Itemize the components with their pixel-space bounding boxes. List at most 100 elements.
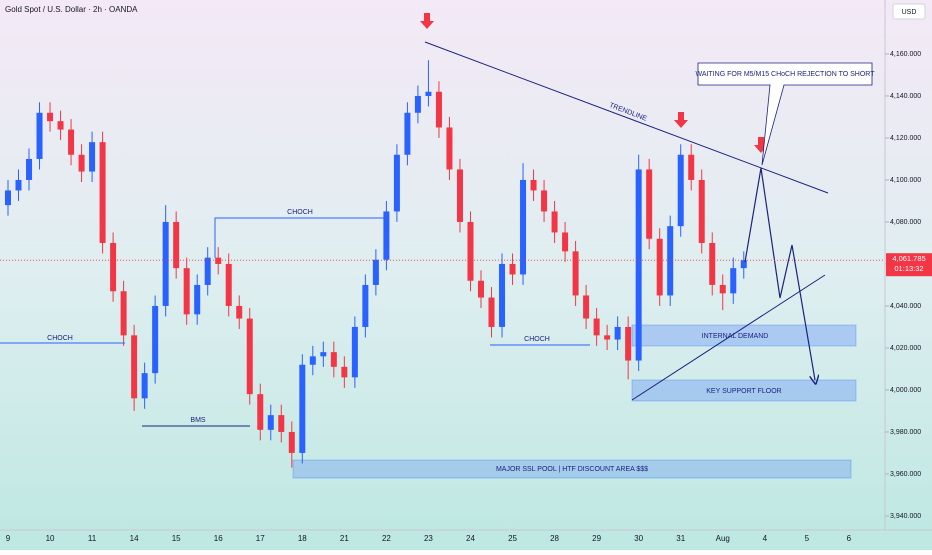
candle-body bbox=[404, 112, 411, 155]
x-tick-label: 30 bbox=[634, 534, 643, 543]
candle-body bbox=[26, 158, 33, 180]
candle-body bbox=[47, 112, 54, 122]
candle-body bbox=[435, 91, 442, 128]
candle-body bbox=[362, 284, 369, 327]
candle-body bbox=[425, 91, 432, 96]
zone-label: INTERNAL DEMAND bbox=[702, 333, 769, 340]
x-tick-label: 17 bbox=[256, 534, 265, 543]
candle-body bbox=[372, 259, 379, 285]
candle-body bbox=[730, 268, 737, 294]
candle-body bbox=[288, 431, 295, 453]
candle-body bbox=[477, 280, 484, 298]
y-tick-label: 4,160.000 bbox=[890, 51, 921, 58]
candle-body bbox=[236, 305, 243, 319]
y-tick-label: 4,120.000 bbox=[890, 135, 921, 142]
x-tick-label: 28 bbox=[550, 534, 559, 543]
zone-label: MAJOR SSL POOL | HTF DISCOUNT AREA $$$ bbox=[496, 466, 648, 473]
candle-body bbox=[15, 179, 22, 191]
candle-body bbox=[89, 142, 96, 172]
x-tick-label: 21 bbox=[340, 534, 349, 543]
support-zone bbox=[631, 379, 857, 402]
candle-body bbox=[509, 263, 516, 275]
candle-body bbox=[698, 179, 705, 243]
x-tick-label: 24 bbox=[466, 534, 475, 543]
candle-body bbox=[414, 95, 421, 113]
demand-zone bbox=[631, 324, 857, 347]
candle-body bbox=[278, 415, 285, 432]
down-arrow bbox=[674, 112, 688, 128]
candle-body bbox=[162, 221, 169, 306]
candle-body bbox=[141, 373, 148, 399]
x-tick-label: 5 bbox=[805, 534, 810, 543]
x-tick-label: 18 bbox=[298, 534, 307, 543]
x-tick-label: 6 bbox=[847, 534, 852, 543]
candle-body bbox=[709, 242, 716, 285]
candle-body bbox=[604, 335, 611, 340]
y-tick-label: 4,080.000 bbox=[890, 219, 921, 226]
currency-button[interactable] bbox=[892, 3, 926, 20]
candle-body bbox=[467, 221, 474, 281]
x-tick-label: 14 bbox=[130, 534, 139, 543]
candle-body bbox=[446, 127, 453, 170]
x-tick-label: 29 bbox=[592, 534, 601, 543]
candle-body bbox=[393, 154, 400, 212]
x-tick-label: 10 bbox=[46, 534, 55, 543]
rising-line bbox=[631, 274, 826, 401]
candle-body bbox=[488, 297, 495, 327]
candle-body bbox=[68, 129, 75, 155]
callout-text: WAITING FOR M5/M15 CHoCH REJECTION TO SH… bbox=[695, 71, 875, 78]
choch-line bbox=[214, 217, 385, 258]
candle-body bbox=[320, 352, 327, 357]
projection-path bbox=[744, 167, 815, 380]
candle-body bbox=[246, 318, 253, 395]
choch-label: CHOCH bbox=[524, 336, 550, 343]
x-tick-label: 4 bbox=[763, 534, 768, 543]
y-tick-label: 3,980.000 bbox=[890, 429, 921, 436]
currency-label[interactable]: USD bbox=[902, 9, 917, 16]
candle-body bbox=[257, 394, 264, 430]
choch-label: CHOCH bbox=[47, 335, 73, 342]
x-tick-label: 11 bbox=[88, 534, 97, 543]
candle-body bbox=[351, 326, 358, 378]
candle-body bbox=[530, 179, 537, 191]
last-price-label: 4,061.785 bbox=[892, 254, 925, 263]
y-tick-label: 4,000.000 bbox=[890, 387, 921, 394]
candle-body bbox=[36, 112, 43, 159]
candle-body bbox=[120, 291, 127, 336]
candle-body bbox=[583, 295, 590, 319]
plot-area bbox=[4, 60, 747, 468]
candle-body bbox=[656, 238, 663, 296]
candle-body bbox=[499, 263, 506, 327]
candle-body bbox=[562, 232, 569, 252]
x-tick-label: 25 bbox=[508, 534, 517, 543]
candle-body bbox=[4, 190, 11, 206]
choch-label: CHOCH bbox=[287, 209, 313, 216]
candle-body bbox=[593, 318, 600, 336]
candle-body bbox=[520, 179, 527, 275]
symbol-title: Gold Spot / U.S. Dollar · 2h · OANDA bbox=[5, 5, 138, 14]
candle-body bbox=[740, 260, 747, 269]
y-tick-label: 4,020.000 bbox=[890, 345, 921, 352]
candle-body bbox=[99, 142, 106, 243]
candle-body bbox=[383, 211, 390, 260]
y-tick-label: 4,100.000 bbox=[890, 177, 921, 184]
trendline bbox=[424, 41, 829, 194]
x-tick-label: 9 bbox=[6, 534, 11, 543]
last-price-box bbox=[886, 253, 932, 277]
candle-body bbox=[78, 154, 85, 172]
bar-countdown: 01:13:32 bbox=[894, 264, 923, 273]
y-tick-label: 4,040.000 bbox=[890, 303, 921, 310]
x-tick-label: 23 bbox=[424, 534, 433, 543]
candle-body bbox=[267, 415, 274, 430]
candle-body bbox=[456, 169, 463, 222]
candle-body bbox=[677, 154, 684, 227]
candle-body bbox=[131, 335, 138, 399]
candle-body bbox=[646, 169, 653, 239]
candle-body bbox=[625, 326, 632, 361]
x-tick-label: 15 bbox=[172, 534, 181, 543]
x-tick-label: Aug bbox=[716, 534, 730, 543]
candle-body bbox=[635, 169, 642, 361]
candle-body bbox=[204, 257, 211, 285]
x-tick-label: 16 bbox=[214, 534, 223, 543]
